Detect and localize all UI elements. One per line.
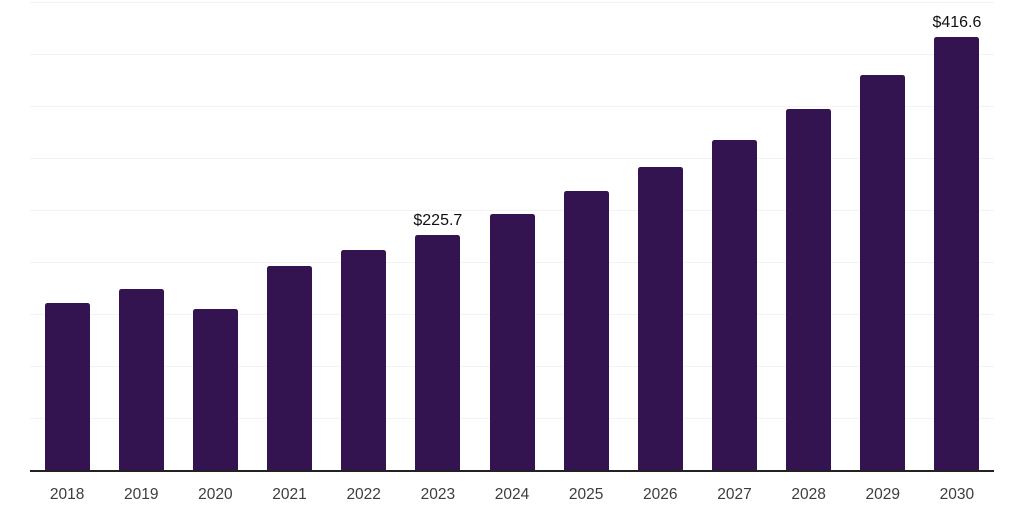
gridline-250 bbox=[30, 209, 994, 211]
x-tick-label-2028: 2028 bbox=[791, 486, 826, 503]
plot-area: $225.7 $416.6 bbox=[30, 0, 994, 470]
bar-2027 bbox=[711, 139, 757, 470]
x-tick-label-2027: 2027 bbox=[717, 486, 752, 503]
x-axis-line bbox=[30, 470, 994, 472]
bar-2026 bbox=[637, 167, 683, 470]
bar-2028 bbox=[786, 109, 832, 470]
bar-2018 bbox=[44, 302, 90, 470]
bar-2029 bbox=[860, 75, 906, 470]
x-tick-label-2023: 2023 bbox=[420, 486, 456, 503]
x-tick-label-2018: 2018 bbox=[49, 486, 85, 503]
x-tick-label-2022: 2022 bbox=[346, 486, 381, 503]
bar-2021 bbox=[267, 265, 313, 470]
bar-2025 bbox=[563, 191, 609, 470]
bar-2023 bbox=[415, 235, 461, 470]
bar-2030 bbox=[934, 36, 980, 470]
x-tick-label-2024: 2024 bbox=[494, 486, 530, 503]
x-tick-label-2020: 2020 bbox=[198, 486, 233, 503]
x-tick-label-2019: 2019 bbox=[123, 486, 159, 503]
x-tick-label-2021: 2021 bbox=[272, 486, 307, 503]
bar-2020 bbox=[192, 308, 238, 470]
gridline-400 bbox=[30, 53, 994, 55]
bar-2022 bbox=[341, 250, 387, 470]
gridline-350 bbox=[30, 105, 994, 107]
data-label-2030: $416.6 bbox=[932, 13, 982, 31]
x-tick-label-2029: 2029 bbox=[865, 486, 900, 503]
gridline-450 bbox=[30, 1, 994, 3]
data-label-2023: $225.7 bbox=[413, 212, 463, 230]
x-tick-label-2025: 2025 bbox=[568, 486, 604, 503]
bar-2019 bbox=[118, 288, 164, 470]
x-axis-tick-labels: 2018 2019 2020 2021 2022 2023 2024 2025 2026 2027… bbox=[30, 472, 994, 512]
bar-2024 bbox=[489, 214, 535, 470]
gridline-300 bbox=[30, 157, 994, 159]
x-tick-label-2026: 2026 bbox=[643, 486, 678, 503]
x-tick-label-2030: 2030 bbox=[939, 486, 975, 503]
